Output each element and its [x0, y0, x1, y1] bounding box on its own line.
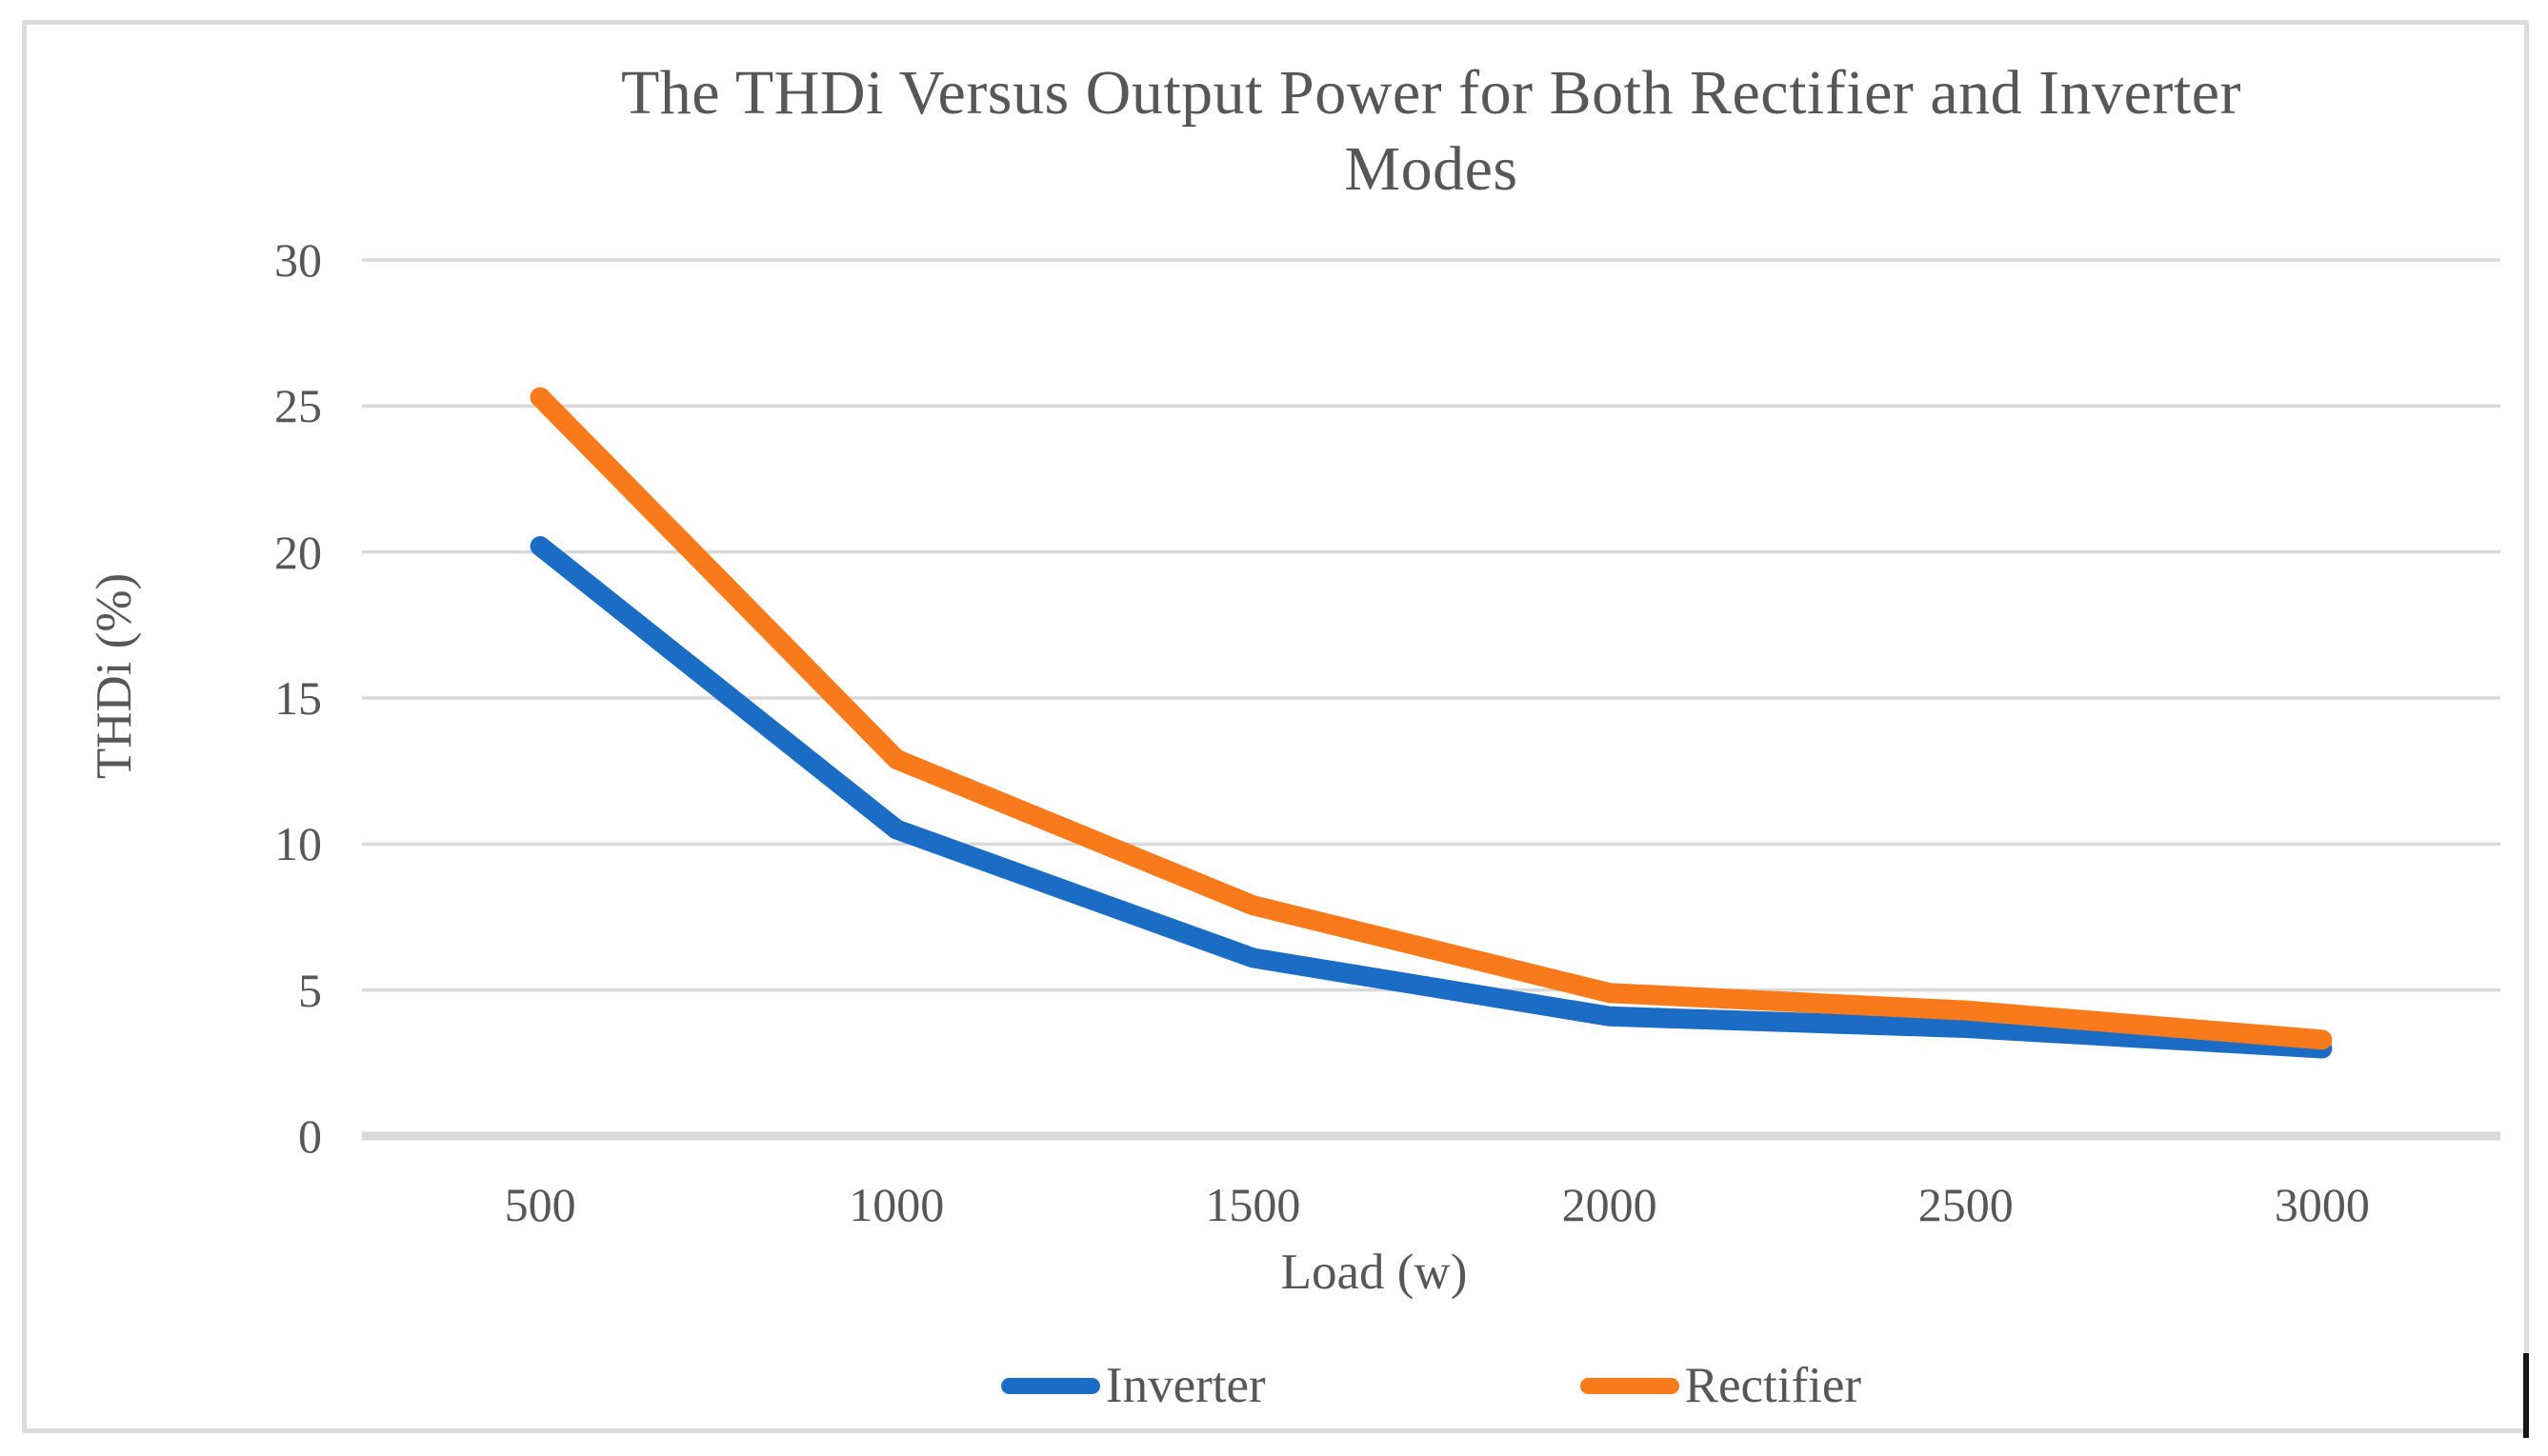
x-tick-label: 2000: [1561, 1178, 1657, 1231]
y-tick-label: 5: [298, 963, 322, 1017]
chart-title-line2: Modes: [1344, 134, 1518, 204]
y-tick-label: 30: [274, 233, 322, 287]
legend-swatch-rectifier: [1579, 1377, 1679, 1394]
x-tick-label: 500: [504, 1178, 576, 1231]
y-tick-label: 15: [274, 671, 322, 725]
cursor-artifact: [2523, 1353, 2529, 1438]
y-tick-label: 20: [274, 525, 322, 579]
x-tick-label: 2500: [1917, 1178, 2014, 1231]
series-line-rectifier: [530, 387, 2333, 1050]
figure-border: [22, 20, 2529, 1433]
legend-swatch-inverter: [1000, 1377, 1100, 1394]
x-axis-title: Load (w): [1280, 1245, 1468, 1300]
chart-title-line1: The THDi Versus Output Power for Both Re…: [620, 58, 2241, 128]
chart-legend: Inverter Rectifier: [362, 1350, 2500, 1421]
series-line-inverter: [530, 536, 2333, 1059]
y-tick-label: 0: [298, 1109, 322, 1163]
legend-item-rectifier: Rectifier: [1579, 1350, 1862, 1421]
x-tick-label: 1000: [849, 1178, 945, 1231]
chart-title: The THDi Versus Output Power for Both Re…: [362, 55, 2500, 208]
legend-label-rectifier: Rectifier: [1684, 1358, 1862, 1413]
y-tick-label: 10: [274, 817, 322, 871]
y-tick-label: 25: [274, 379, 322, 433]
x-tick-label: 3000: [2274, 1178, 2370, 1231]
x-tick-label: 1500: [1205, 1178, 1301, 1231]
legend-label-inverter: Inverter: [1105, 1358, 1266, 1413]
legend-item-inverter: Inverter: [1000, 1350, 1266, 1421]
